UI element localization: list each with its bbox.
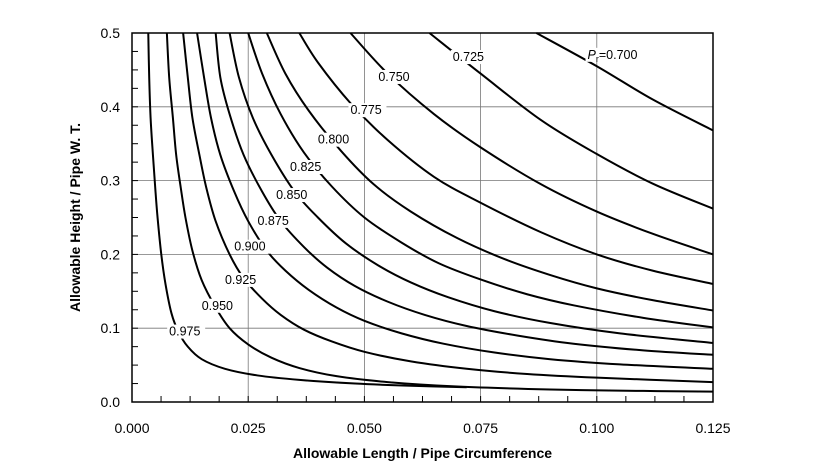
series-curve-7 bbox=[214, 32, 714, 356]
curve-label-4: 0.800 bbox=[318, 133, 349, 147]
curve-label-5: 0.825 bbox=[290, 160, 321, 174]
curve-label-bg bbox=[274, 188, 313, 203]
curve-label-bg bbox=[255, 213, 294, 228]
curves bbox=[147, 32, 714, 393]
x-tick-label: 0.125 bbox=[695, 420, 730, 436]
x-tick-label: 0.025 bbox=[231, 420, 266, 436]
series-curve-1 bbox=[428, 32, 714, 210]
curve-label-6: 0.850 bbox=[276, 188, 307, 202]
curve-label-2: 0.750 bbox=[378, 70, 409, 84]
curve-label-bg bbox=[315, 132, 354, 147]
series-curve-11 bbox=[147, 32, 467, 389]
curve-label-0: Pr=0.700 bbox=[588, 48, 638, 64]
x-tick-label: 0.100 bbox=[579, 420, 614, 436]
series-curve-3 bbox=[298, 32, 714, 285]
y-tick-label: 0.3 bbox=[101, 173, 121, 189]
curve-label-3: 0.775 bbox=[350, 103, 381, 117]
curve-label-bg bbox=[199, 298, 238, 313]
x-tick-label: 0.075 bbox=[463, 420, 498, 436]
curve-label-bg bbox=[288, 160, 327, 175]
curve-label-1: 0.725 bbox=[453, 50, 484, 64]
x-tick-label: 0.050 bbox=[347, 420, 382, 436]
series-curve-0 bbox=[535, 32, 714, 132]
curve-label-11: 0.975 bbox=[169, 325, 200, 339]
series-curve-8 bbox=[196, 32, 714, 370]
curve-label-bg bbox=[376, 69, 415, 84]
series-curve-6 bbox=[228, 32, 714, 344]
y-tick-label: 0.2 bbox=[101, 246, 121, 262]
ticks: 0.000 0.025 0.050 0.075 0.100 0.125 0.0 0.1 0.2 0… bbox=[101, 25, 731, 436]
series-curve-5 bbox=[247, 32, 714, 329]
x-axis-title: Allowable Length / Pipe Circumference bbox=[293, 445, 552, 461]
curve-label-8: 0.900 bbox=[234, 240, 265, 254]
curve-label-bg bbox=[232, 239, 271, 254]
curve-label-bg bbox=[585, 47, 624, 62]
y-tick-label: 0.5 bbox=[101, 25, 121, 41]
y-tick-label: 0.1 bbox=[101, 320, 121, 336]
y-tick-label: 0.4 bbox=[101, 99, 121, 115]
curve-label-9: 0.925 bbox=[225, 273, 256, 287]
curve-label-7: 0.875 bbox=[257, 214, 288, 228]
curve-label-bg bbox=[222, 272, 261, 287]
curve-label-10: 0.950 bbox=[202, 299, 233, 313]
x-tick-label: 0.000 bbox=[114, 420, 149, 436]
curve-label-bg bbox=[167, 324, 206, 339]
curve-label-bg bbox=[450, 50, 489, 65]
series-curve-9 bbox=[182, 32, 714, 384]
y-tick-label: 0.0 bbox=[101, 394, 121, 410]
curve-labels: Pr=0.700 0.725 0.750 0.775 0.800 0.825 0.850 0.… bbox=[167, 47, 638, 339]
y-axis-title: Allowable Height / Pipe W. T. bbox=[67, 123, 83, 312]
series-curve-4 bbox=[265, 32, 714, 312]
curve-label-bg bbox=[348, 103, 387, 118]
series-curve-10 bbox=[165, 32, 714, 393]
